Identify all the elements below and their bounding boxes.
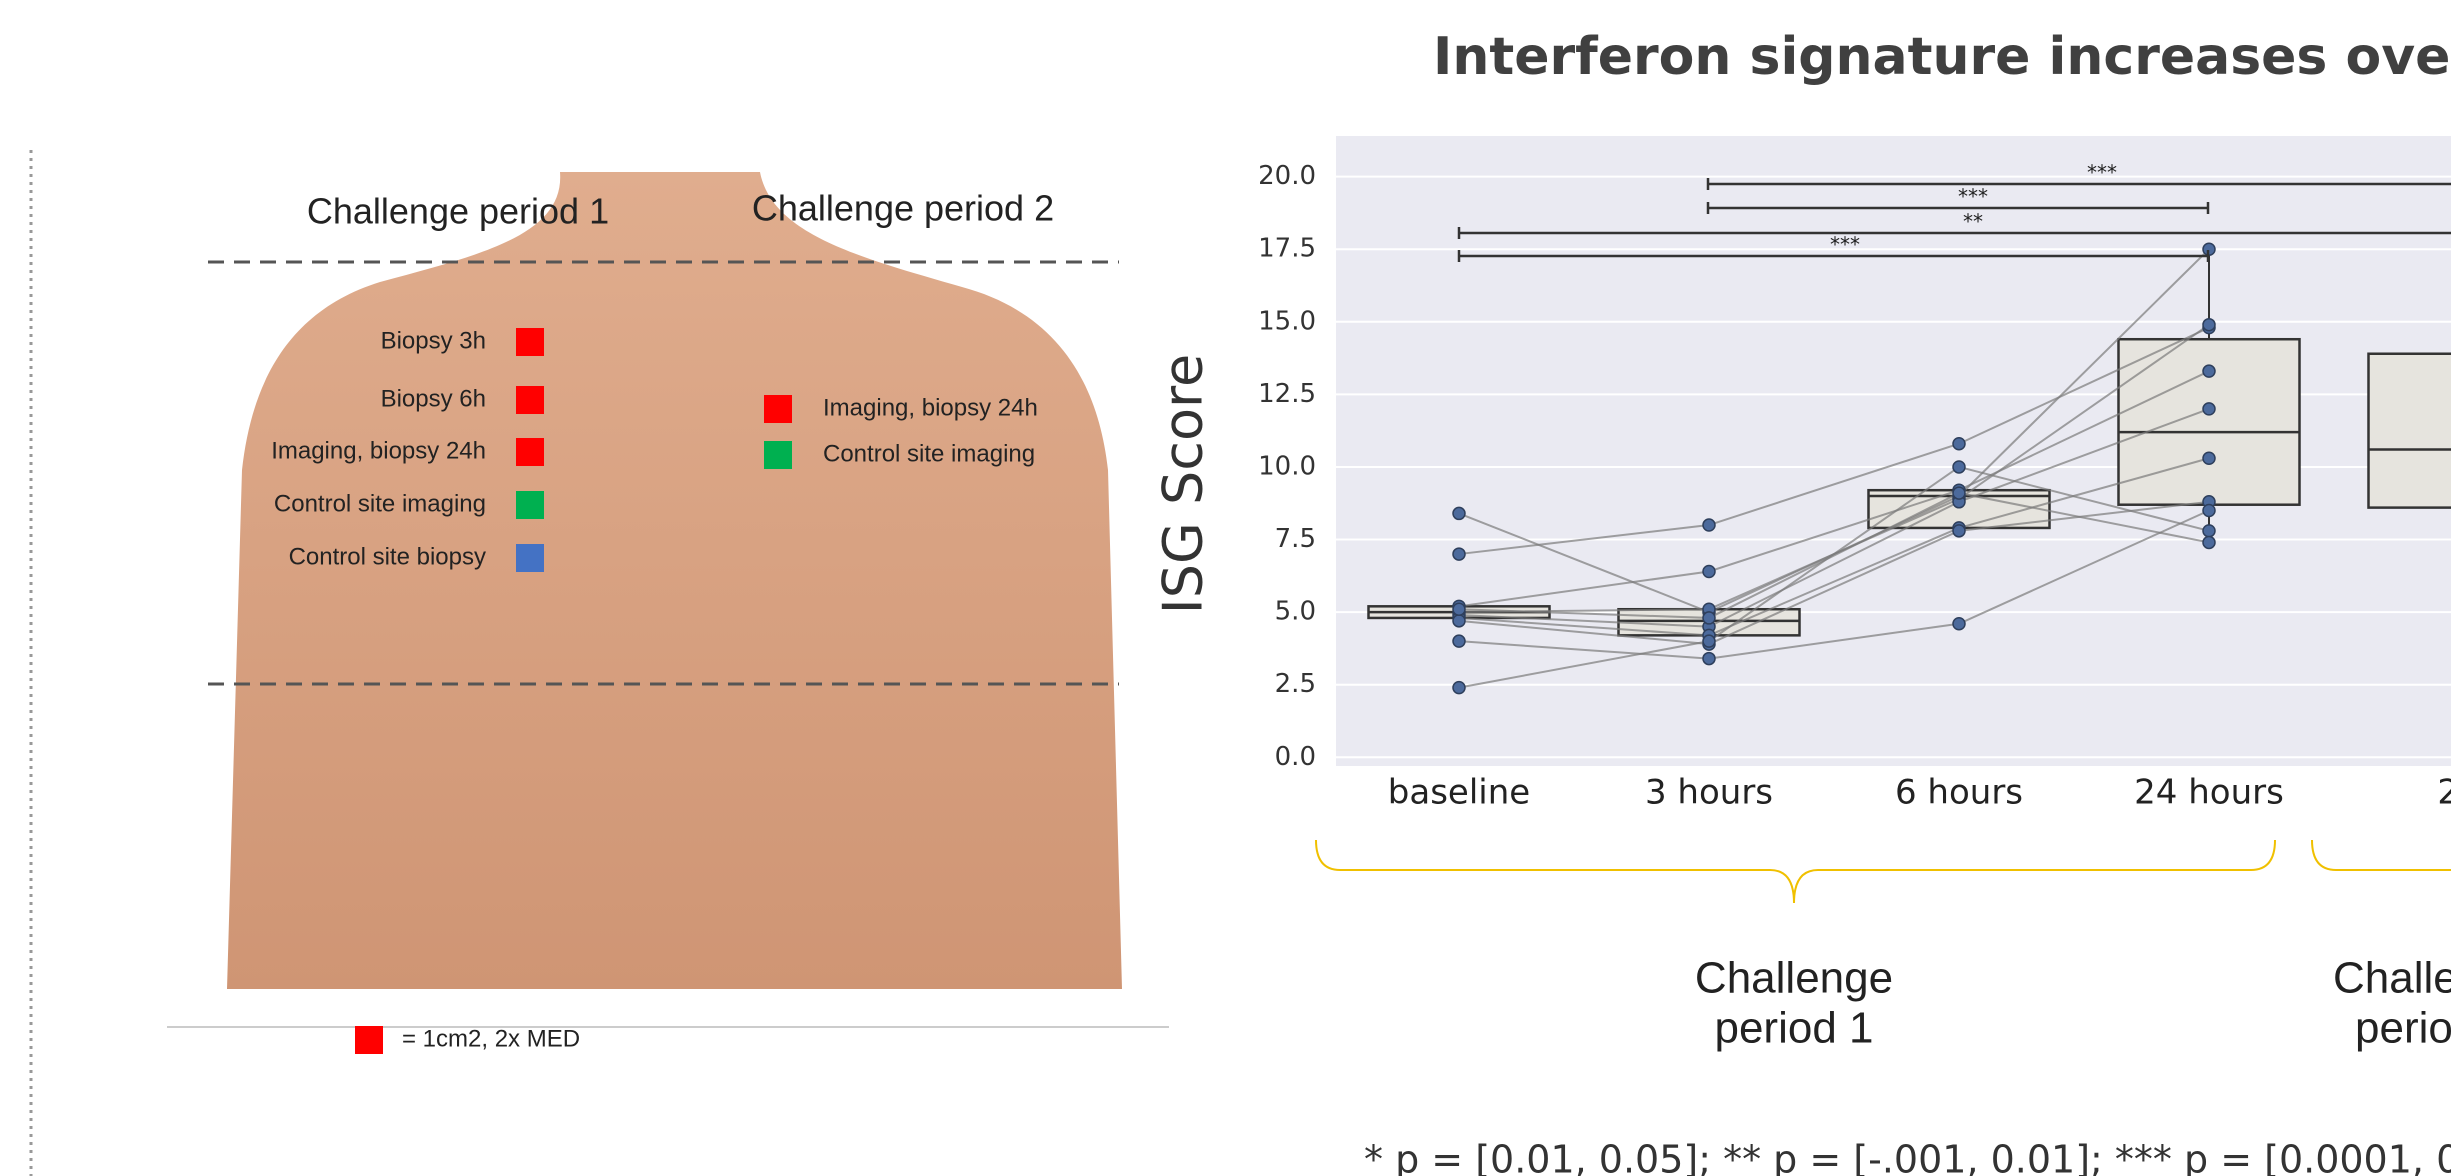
y-tick-label: 15.0 [1258,306,1316,336]
point [1453,507,1465,519]
sig-label: *** [1958,185,1988,209]
point [2203,525,2215,537]
point [1703,519,1715,531]
site-marker [764,395,792,423]
box [2119,339,2300,504]
back-image [227,172,1122,989]
group-label: Challenge [1695,954,1893,1003]
sig-label: ** [1963,210,1983,234]
point [1953,487,1965,499]
site-marker [764,441,792,469]
x-tick-label: 24 hours [2134,773,2284,813]
point [1453,548,1465,560]
site-label: Control site imaging [274,490,486,517]
y-tick-label: 7.5 [1275,524,1316,554]
y-tick-label: 2.5 [1275,669,1316,699]
footnote: * p = [0.01, 0.05]; ** p = [-.001, 0.01]… [1364,1138,2451,1176]
slide: Challenge period 1 Challenge period 2 In… [0,0,2451,1176]
site-label: Imaging, biopsy 24h [823,394,1038,421]
group-label: perio [2355,1004,2451,1053]
point [2203,319,2215,331]
group-label: period 1 [1714,1004,1873,1053]
y-tick-label: 0.0 [1275,742,1316,772]
sig-label: *** [1830,233,1860,257]
y-tick-label: 17.5 [1258,234,1316,264]
site-marker [516,438,544,466]
point [1953,618,1965,630]
point [1703,635,1715,647]
group-label: Challe [2333,954,2451,1003]
site-marker [516,386,544,414]
legend-label: = 1cm2, 2x MED [402,1025,580,1052]
group-brace [1316,840,2275,903]
point [1453,603,1465,615]
x-tick-label: baseline [1388,773,1530,813]
x-tick-label: 24 [2437,773,2451,813]
point [1703,653,1715,665]
chart-title: Interferon signature increases over tim [1433,27,2451,87]
point [1703,565,1715,577]
x-tick-label: 3 hours [1645,773,1773,813]
point [1953,438,1965,450]
period-label: Challenge period 1 [307,191,609,232]
site-marker [516,544,544,572]
site-label: Imaging, biopsy 24h [271,437,486,464]
point [1953,461,1965,473]
point [1453,635,1465,647]
site-label: Control site biopsy [289,543,486,570]
y-tick-label: 10.0 [1258,451,1316,481]
point [2203,365,2215,377]
site-marker [516,328,544,356]
group-brace [2312,840,2451,870]
point [1953,525,1965,537]
sig-label: *** [2087,161,2117,185]
point [2203,505,2215,517]
y-tick-label: 20.0 [1258,161,1316,191]
box [2369,354,2451,508]
site-label: Biopsy 6h [381,385,486,412]
y-tick-label: 12.5 [1258,379,1316,409]
point [1453,682,1465,694]
point [1703,612,1715,624]
site-marker [516,491,544,519]
point [1453,615,1465,627]
site-label: Biopsy 3h [381,327,486,354]
page: {"chart_data":{"type":"box","title":"Int… [0,0,2451,1176]
period-label: Challenge period 2 [752,188,1054,229]
legend-marker [355,1026,383,1054]
y-axis-label: ISG Score [1152,354,1215,614]
point [2203,452,2215,464]
x-tick-label: 6 hours [1895,773,2023,813]
point [2203,403,2215,415]
y-tick-label: 5.0 [1275,597,1316,627]
site-label: Control site imaging [823,440,1035,467]
point [2203,536,2215,548]
